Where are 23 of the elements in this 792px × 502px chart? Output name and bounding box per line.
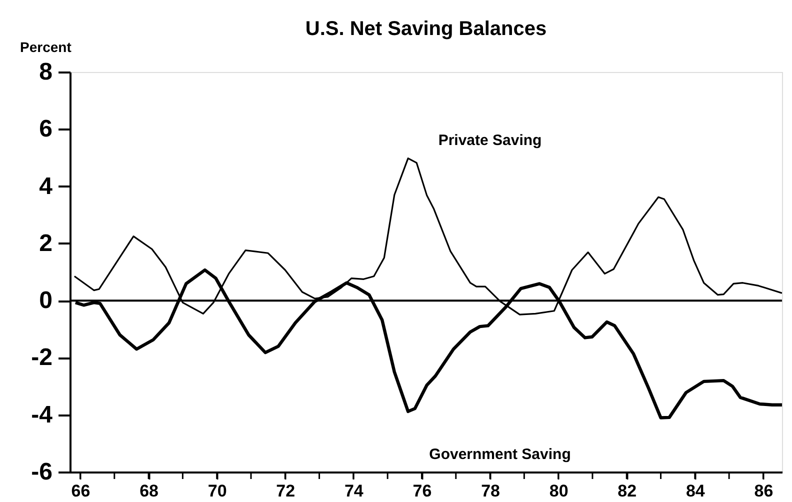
x-tick-label: 86 xyxy=(754,482,774,500)
x-tick-label: 76 xyxy=(412,482,432,500)
x-tick-label: 80 xyxy=(549,482,568,500)
y-tick-label: 4 xyxy=(39,172,54,200)
series-label: Private Saving xyxy=(438,132,542,149)
x-tick-label: 74 xyxy=(344,482,364,500)
y-tick-label: 2 xyxy=(39,230,52,257)
chart-title: U.S. Net Saving Balances xyxy=(305,18,547,40)
x-tick-label: 84 xyxy=(686,482,706,500)
x-tick-label: 68 xyxy=(140,482,159,500)
y-tick-label: 8 xyxy=(39,58,52,86)
x-tick-label: 82 xyxy=(618,482,637,500)
x-tick-label: 72 xyxy=(276,482,296,500)
x-tick-label: 78 xyxy=(481,482,500,500)
y-axis-title: Percent xyxy=(20,39,72,55)
y-tick-label: 6 xyxy=(39,116,52,143)
y-tick-label: -4 xyxy=(31,401,54,428)
text: Government Saving xyxy=(429,446,571,463)
x-tick-label: 70 xyxy=(208,482,227,500)
y-tick-label: -6 xyxy=(31,458,52,486)
y-tick-label: -2 xyxy=(31,344,52,372)
x-tick-label: 66 xyxy=(71,482,90,500)
y-tick-label: 0 xyxy=(39,287,52,314)
